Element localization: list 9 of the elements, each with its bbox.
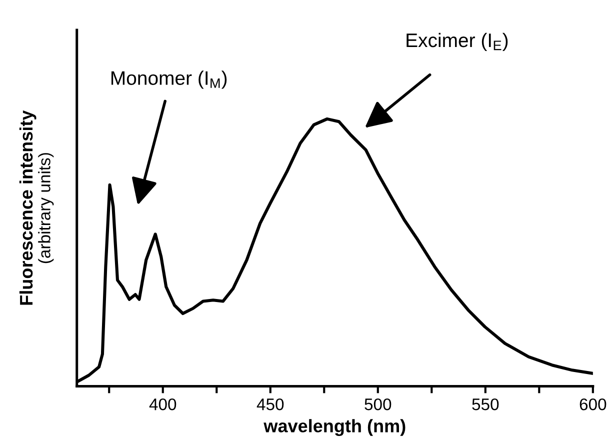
x-axis-title: wavelength (nm) <box>264 419 406 436</box>
x-tick-label: 550 <box>472 398 499 410</box>
y-axis-title: Fluorescence intensity (arbitrary units) <box>19 110 54 305</box>
x-tick-label: 400 <box>149 398 176 410</box>
text: Monomer (I$_{M}$) <box>111 70 227 89</box>
text: Excimer (I$_{E}$) <box>406 32 508 52</box>
x-tick-label: 450 <box>256 398 284 410</box>
x-tick-label: 500 <box>364 398 392 410</box>
x-tick-label: 600 <box>580 398 606 410</box>
